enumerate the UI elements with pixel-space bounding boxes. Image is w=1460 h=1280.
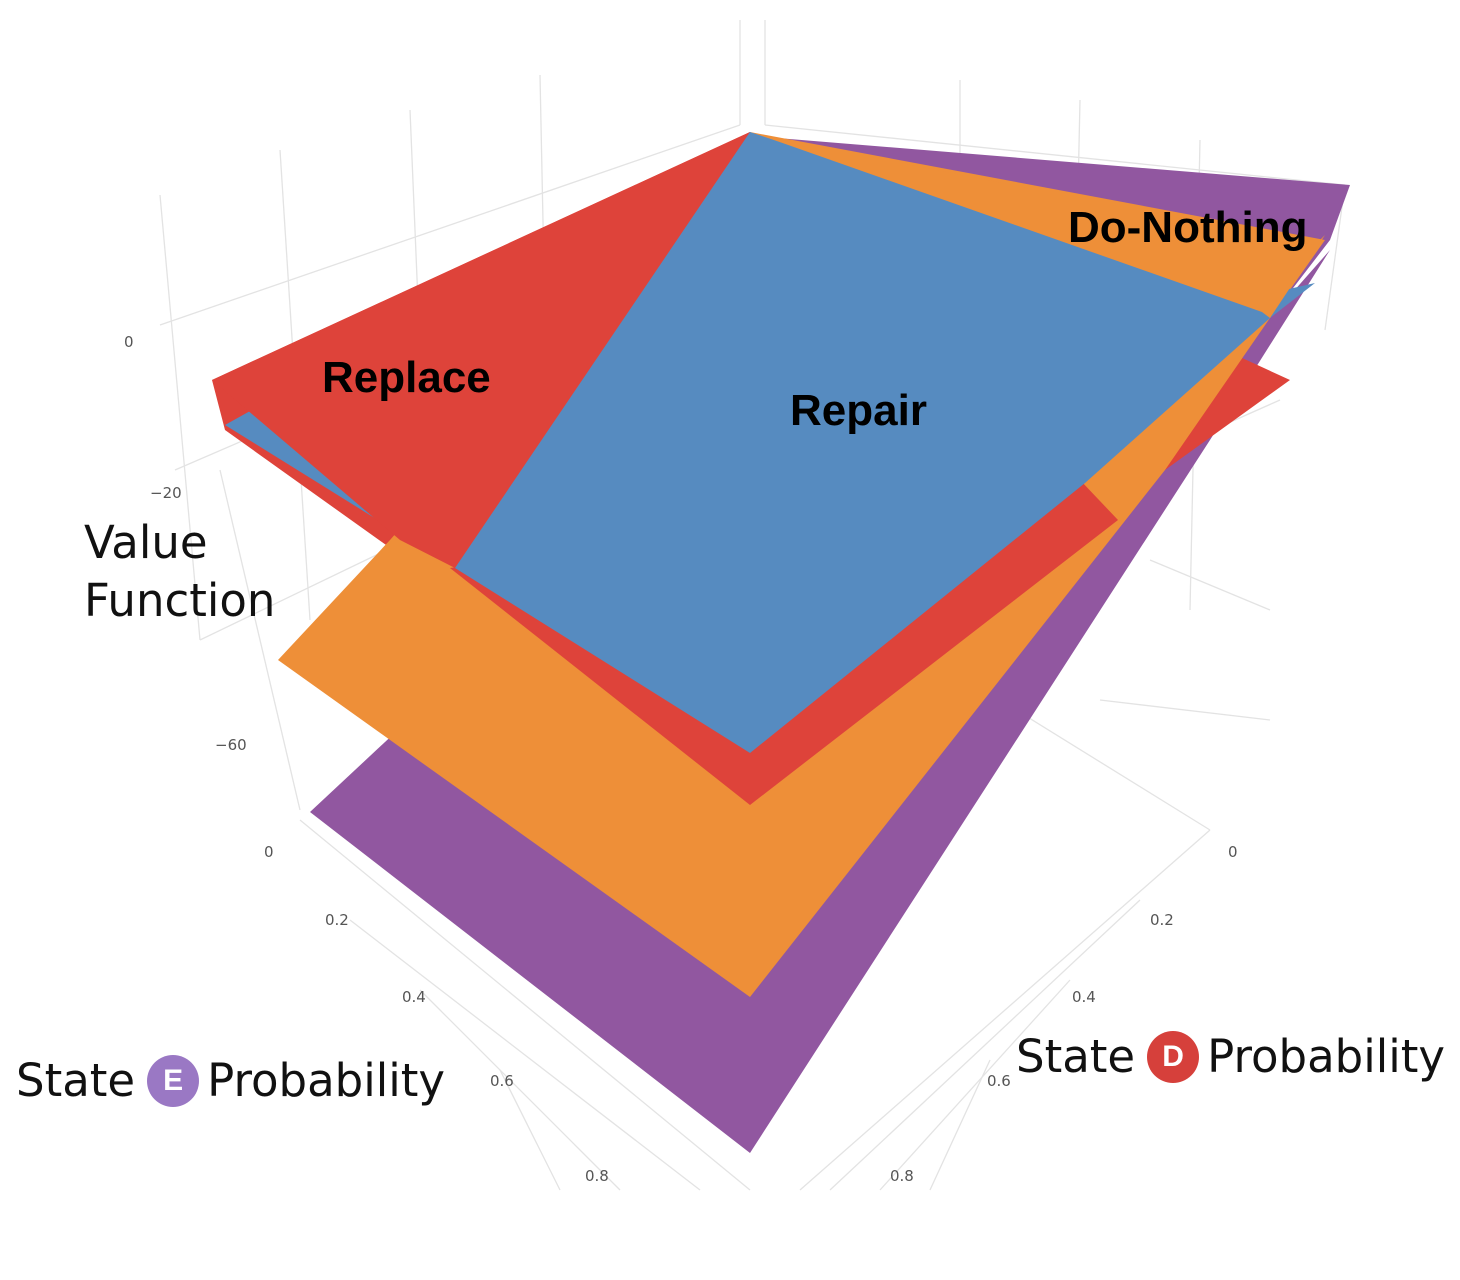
e-axis-title: State E Probability [16, 1054, 445, 1107]
surfaces [212, 132, 1350, 1153]
d-axis-word-state: State [1016, 1030, 1136, 1083]
surface-orange-sliver [760, 135, 1325, 318]
e-tick: 0 [264, 843, 274, 861]
d-tick: 0.4 [1072, 988, 1096, 1006]
surface-replace-top [212, 132, 750, 568]
d-state-badge: D [1147, 1030, 1200, 1083]
e-axis-word-probability: Probability [207, 1054, 446, 1107]
label-repair: Repair [790, 386, 927, 435]
z-tick: 0 [124, 333, 134, 351]
e-axis-ticks: 0 0.2 0.4 0.6 0.8 [264, 843, 609, 1185]
e-axis-word-state: State [16, 1054, 136, 1107]
e-tick: 0.6 [490, 1072, 514, 1090]
z-ticks: 0 −20 −60 [124, 333, 247, 754]
e-tick: 0.2 [325, 911, 349, 929]
label-do-nothing: Do-Nothing [1068, 203, 1307, 252]
e-tick: 0.8 [585, 1167, 609, 1185]
d-tick: 0.8 [890, 1167, 914, 1185]
z-axis-title-line: Value [84, 516, 208, 569]
d-axis-ticks: 0 0.2 0.4 0.6 0.8 [890, 843, 1238, 1185]
e-tick: 0.4 [402, 988, 426, 1006]
z-axis-title-line: Function [84, 574, 276, 627]
d-axis-word-probability: Probability [1207, 1030, 1446, 1083]
e-state-badge: E [147, 1054, 200, 1107]
z-tick: −20 [150, 484, 182, 502]
d-tick: 0 [1228, 843, 1238, 861]
d-axis-title: State D Probability [1016, 1030, 1445, 1083]
z-axis-title: Value Function [84, 514, 275, 630]
d-tick: 0.2 [1150, 911, 1174, 929]
d-tick: 0.6 [987, 1072, 1011, 1090]
z-tick: −60 [215, 736, 247, 754]
label-replace: Replace [322, 353, 491, 402]
